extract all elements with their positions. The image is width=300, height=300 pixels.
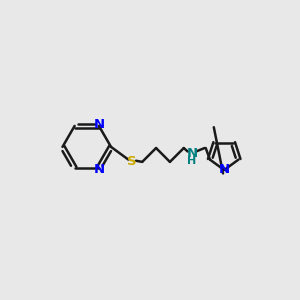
- Text: S: S: [127, 155, 136, 168]
- Text: H: H: [187, 156, 196, 167]
- Text: N: N: [219, 164, 230, 176]
- Text: N: N: [93, 163, 104, 176]
- Text: N: N: [186, 147, 197, 160]
- Text: N: N: [93, 118, 104, 131]
